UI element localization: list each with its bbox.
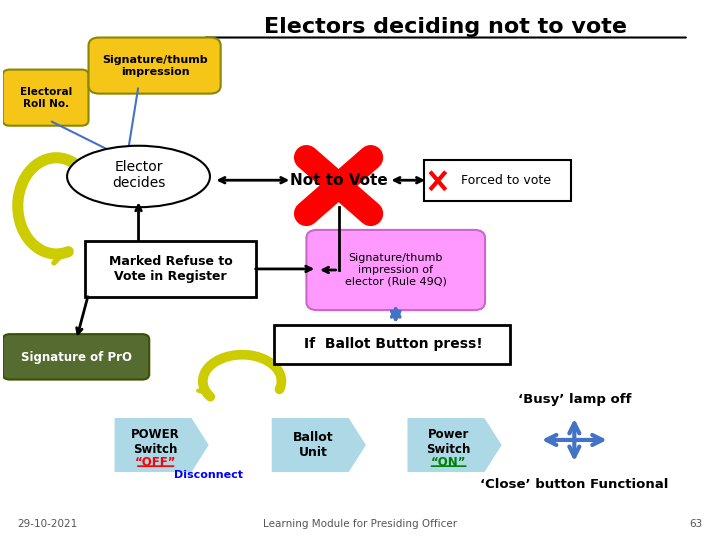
Text: Power
Switch: Power Switch (426, 428, 471, 456)
Text: Ballot
Unit: Ballot Unit (292, 431, 333, 460)
Polygon shape (406, 417, 503, 473)
Text: Marked Refuse to
Vote in Register: Marked Refuse to Vote in Register (109, 255, 233, 283)
Text: Signature/thumb
impression of
elector (Rule 49Q): Signature/thumb impression of elector (R… (345, 253, 446, 287)
Polygon shape (114, 417, 210, 473)
Text: ‘Busy’ lamp off: ‘Busy’ lamp off (518, 393, 631, 406)
Text: Not to Vote: Not to Vote (289, 173, 387, 188)
Text: ‘Close’ button Functional: ‘Close’ button Functional (480, 478, 669, 491)
Text: Elector
decides: Elector decides (112, 160, 165, 190)
Text: Signature of PrO: Signature of PrO (21, 350, 132, 363)
FancyBboxPatch shape (3, 334, 149, 380)
FancyBboxPatch shape (3, 70, 89, 126)
Text: 29-10-2021: 29-10-2021 (17, 519, 77, 529)
FancyBboxPatch shape (85, 241, 256, 296)
FancyBboxPatch shape (274, 325, 510, 363)
FancyBboxPatch shape (307, 230, 485, 310)
Ellipse shape (67, 146, 210, 207)
Text: If  Ballot Button press!: If Ballot Button press! (305, 338, 483, 352)
Text: “ON”: “ON” (431, 456, 467, 469)
Text: 63: 63 (690, 519, 703, 529)
FancyBboxPatch shape (89, 37, 221, 93)
Text: Forced to vote: Forced to vote (462, 174, 552, 187)
Text: POWER
Switch: POWER Switch (131, 428, 180, 456)
Text: Learning Module for Presiding Officer: Learning Module for Presiding Officer (263, 519, 457, 529)
Text: “OFF”: “OFF” (135, 456, 176, 469)
Text: Electors deciding not to vote: Electors deciding not to vote (264, 17, 627, 37)
Polygon shape (271, 417, 367, 473)
Text: Signature/thumb
impression: Signature/thumb impression (102, 55, 208, 77)
FancyBboxPatch shape (424, 160, 571, 200)
Text: Disconnect: Disconnect (174, 470, 243, 480)
Text: Electoral
Roll No.: Electoral Roll No. (19, 87, 72, 109)
